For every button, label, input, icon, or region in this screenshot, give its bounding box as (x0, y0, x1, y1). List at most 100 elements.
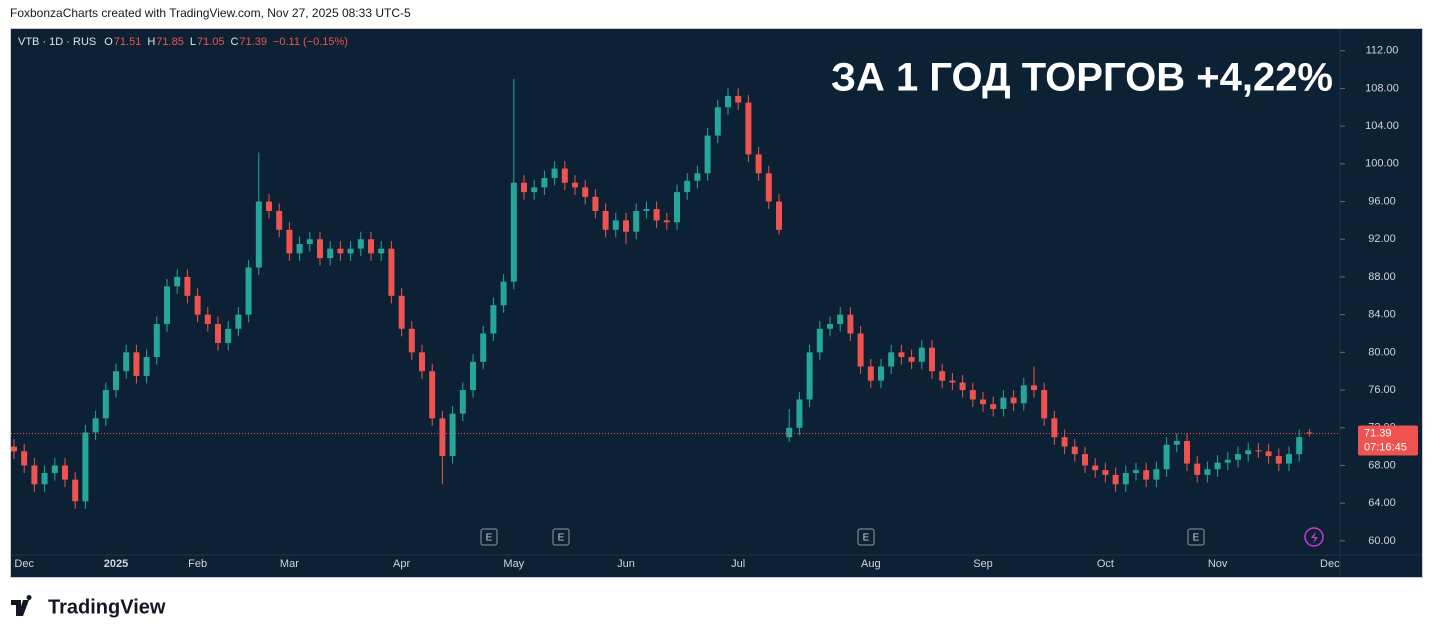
x-tick-label: Aug (861, 558, 881, 570)
candle-body (51, 465, 58, 473)
last-price-box (1358, 425, 1418, 456)
y-tick-label: 100.00 (1365, 158, 1399, 170)
logo-mark (11, 595, 32, 616)
candle-body (439, 418, 446, 457)
candle-body (939, 371, 946, 381)
candle-body (1112, 474, 1119, 485)
x-tick-label: Dec (14, 558, 34, 570)
candle-body (735, 95, 742, 103)
candle-body (41, 472, 48, 485)
logo-text: TradingView (48, 596, 166, 618)
candle-body (1214, 462, 1221, 470)
candle-body (704, 135, 711, 174)
candle-body (1133, 470, 1139, 473)
candle-body (786, 427, 793, 438)
candle-body (72, 479, 79, 502)
candle-body (1296, 437, 1303, 455)
candle-body (164, 286, 170, 325)
candle-body (1143, 470, 1150, 480)
candle-body (1286, 454, 1292, 464)
candle-body (816, 328, 823, 353)
candle-body (602, 210, 609, 230)
candle-body (888, 352, 895, 367)
candle-body (1173, 440, 1180, 445)
candle-body (929, 347, 935, 372)
y-tick-label: 68.00 (1368, 459, 1396, 471)
x-tick-label: Oct (1097, 558, 1114, 570)
y-tick-label: 76.00 (1368, 384, 1396, 396)
y-tick-label: 104.00 (1365, 120, 1399, 132)
event-marker[interactable] (552, 528, 570, 546)
candle-body (1102, 470, 1109, 475)
candle-body (470, 361, 476, 391)
candle-body (500, 281, 507, 306)
candle-body (357, 239, 364, 249)
event-marker-label: E (863, 533, 870, 544)
candle-body (1194, 463, 1201, 475)
candle-body (623, 220, 629, 232)
candle-body (174, 276, 181, 287)
x-tick-label: Dec (1320, 558, 1340, 570)
candle-body (194, 295, 201, 315)
x-tick-label: May (503, 558, 524, 570)
candle-body (582, 187, 589, 197)
candle-body (918, 347, 925, 362)
candle-body (755, 154, 762, 174)
candle-body (480, 333, 487, 362)
event-marker[interactable] (480, 528, 498, 546)
candle-body (969, 390, 976, 400)
y-tick-label: 96.00 (1368, 195, 1396, 207)
legend: VTB · 1D · RUS O 71.51 H 71.85 L 71.05 C 71.39−… (18, 36, 348, 48)
candle-body (592, 196, 599, 211)
countdown: 07:16:45 (1364, 441, 1407, 453)
candle-body (1153, 469, 1160, 480)
candle-body (633, 210, 640, 232)
event-marker-label: E (486, 533, 493, 544)
logo: TradingView (11, 595, 166, 618)
candle-body (551, 168, 558, 178)
candle-body (1235, 454, 1241, 460)
candle-body (62, 465, 68, 480)
y-tick-label: 92.00 (1368, 233, 1396, 245)
candle-body (827, 324, 833, 329)
candle-body (459, 390, 466, 414)
candle-body (572, 182, 578, 188)
candle-body (857, 333, 864, 367)
ohlc-letter: H (147, 36, 155, 48)
candle-body (1255, 450, 1262, 452)
candle-body (1204, 469, 1211, 475)
candle-body (1031, 385, 1037, 391)
candle-body (561, 168, 568, 183)
candle-body (1306, 432, 1313, 434)
dividend-icon[interactable] (1304, 527, 1324, 547)
candle-body (31, 465, 38, 485)
event-marker[interactable] (1187, 528, 1205, 546)
candle-body (378, 248, 385, 254)
y-tick-label: 112.00 (1366, 45, 1399, 57)
candle-body (408, 328, 415, 353)
y-tick-label: 80.00 (1368, 346, 1396, 358)
ohlc-letter: L (190, 36, 196, 48)
candle-body (898, 352, 905, 358)
y-tick-label: 84.00 (1368, 309, 1396, 321)
candle-body (225, 328, 232, 343)
candle-body (113, 371, 119, 391)
candle-body (215, 324, 221, 343)
candle-body (449, 413, 456, 457)
candle-body (143, 357, 150, 376)
candle-body (276, 210, 283, 230)
candle-body (878, 366, 884, 381)
candle-body (388, 248, 395, 296)
symbol: VTB · 1D · RUS (18, 36, 96, 48)
y-tick-label: 60.00 (1368, 535, 1396, 547)
candle-body (133, 352, 140, 376)
x-tick-label: Nov (1208, 558, 1228, 570)
candle-body (765, 173, 772, 202)
ohlc-value: 71.05 (197, 36, 225, 48)
candle-body (541, 177, 548, 188)
event-marker[interactable] (857, 528, 875, 546)
x-tick-label: 2025 (104, 558, 128, 570)
candle-body (92, 418, 99, 433)
candle-body (796, 399, 803, 428)
